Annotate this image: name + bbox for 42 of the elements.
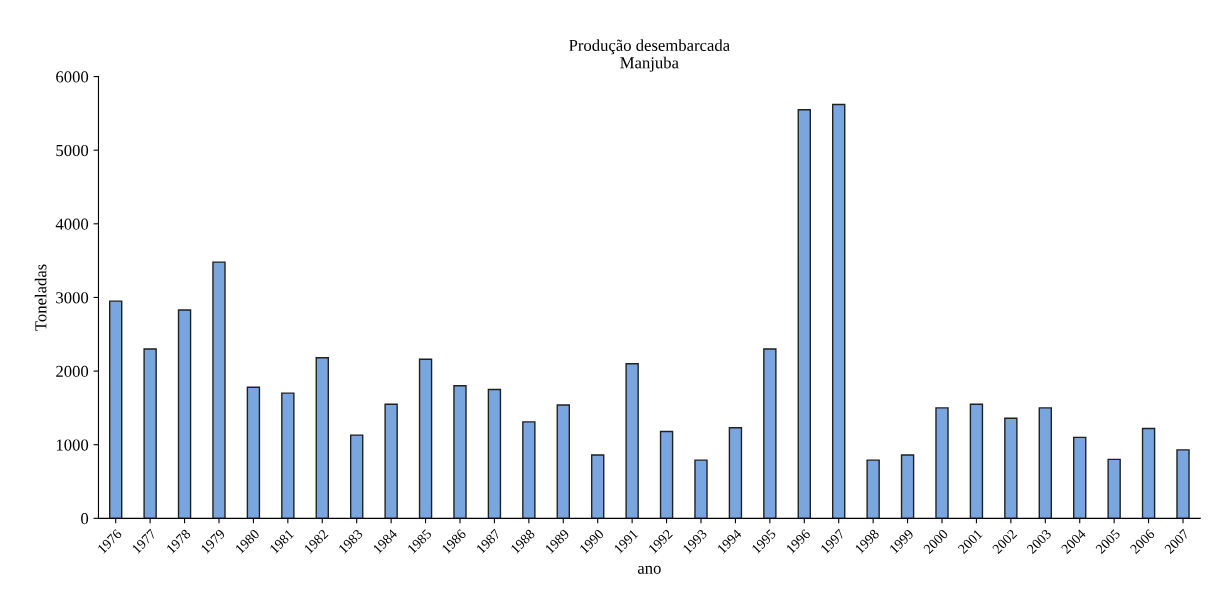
bar (246, 386, 261, 519)
bar (143, 348, 157, 519)
bar (590, 454, 605, 519)
y-tick-label: 1000 (56, 439, 89, 451)
bar (1004, 417, 1018, 519)
bar (281, 392, 295, 519)
bar (1038, 407, 1053, 519)
bar (900, 454, 915, 519)
bar (1141, 427, 1156, 519)
bar (1176, 449, 1190, 519)
bar (384, 403, 398, 519)
bar (935, 407, 949, 519)
bar (453, 385, 467, 519)
x-axis-title: ano (637, 565, 661, 574)
y-axis-title: Toneladas (34, 264, 47, 331)
bar (969, 403, 984, 519)
chart-title: Produção desembarcada Manjuba (569, 39, 730, 72)
bar (1073, 436, 1087, 519)
bar (625, 363, 639, 519)
bar (212, 261, 226, 519)
bar (556, 404, 570, 519)
bar (866, 459, 880, 519)
y-tick-label: 0 (81, 513, 89, 525)
bar (315, 357, 329, 519)
y-tick-label: 5000 (56, 144, 89, 157)
y-tick-label: 6000 (56, 71, 89, 83)
bar (728, 427, 743, 519)
bar (831, 103, 846, 519)
y-tick-label: 2000 (56, 365, 89, 378)
bar (522, 421, 536, 519)
bar (349, 434, 364, 519)
bar (763, 348, 777, 519)
y-tick-label: 3000 (56, 292, 89, 304)
bar (797, 109, 812, 519)
bar (418, 358, 433, 519)
bar (177, 309, 192, 519)
y-tick-label: 4000 (55, 218, 89, 230)
bar (487, 388, 502, 519)
bar (1107, 458, 1121, 519)
bar (659, 430, 674, 519)
bar (108, 300, 123, 519)
bar (694, 459, 708, 519)
